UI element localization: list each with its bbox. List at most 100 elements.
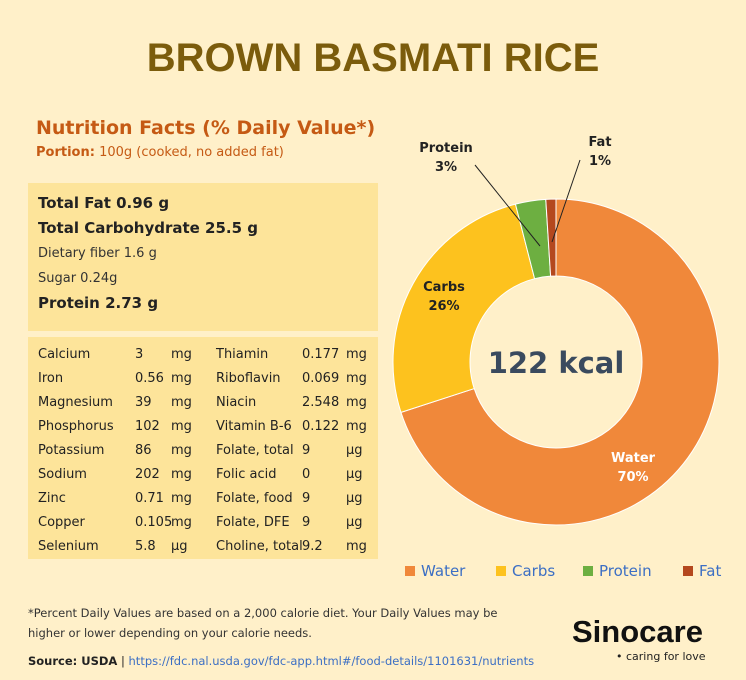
nutrient-name: Folic acid xyxy=(216,467,277,482)
nutrient-unit: mg xyxy=(346,347,367,362)
nutrient-name: Zinc xyxy=(38,491,66,506)
portion: Portion: 100g (cooked, no added fat) xyxy=(36,145,284,160)
macro-item: Protein 2.73 g xyxy=(38,294,159,312)
nutrient-unit: mg xyxy=(171,443,192,458)
macro-item: Dietary fiber 1.6 g xyxy=(38,246,157,261)
nutrient-value: 202 xyxy=(135,467,160,482)
nutrient-name: Folate, food xyxy=(216,491,293,506)
nutrition-facts-heading: Nutrition Facts (% Daily Value*) xyxy=(36,117,376,139)
nutrient-value: 86 xyxy=(135,443,152,458)
legend-swatch xyxy=(683,566,693,576)
table-row: Zinc 0.71 mg Folate, food 9 µg xyxy=(38,487,368,511)
table-row: Potassium 86 mg Folate, total 9 µg xyxy=(38,439,368,463)
nutrient-unit: µg xyxy=(346,467,363,482)
nutrient-unit: mg xyxy=(171,395,192,410)
nutrient-name: Riboflavin xyxy=(216,371,281,386)
source-label: Source: USDA xyxy=(28,654,118,668)
table-row: Iron 0.56 mg Riboflavin 0.069 mg xyxy=(38,367,368,391)
table-row: Sodium 202 mg Folic acid 0 µg xyxy=(38,463,368,487)
nutrient-unit: mg xyxy=(346,371,367,386)
nutrient-value: 9 xyxy=(302,515,311,530)
legend-label: Fat xyxy=(699,562,722,580)
macro-item: Total Fat 0.96 g xyxy=(38,194,170,212)
nutrient-name: Folate, DFE xyxy=(216,515,290,530)
slice-water xyxy=(400,198,720,526)
nutrient-unit: mg xyxy=(346,419,367,434)
nutrient-name: Iron xyxy=(38,371,64,386)
page-title: BROWN BASMATI RICE xyxy=(146,36,600,80)
slice-fat xyxy=(545,198,557,277)
nutrient-value: 0.56 xyxy=(135,371,164,386)
nutrient-name: Copper xyxy=(38,515,85,530)
macro-item: Total Carbohydrate 25.5 g xyxy=(38,219,259,237)
nutrient-value: 9 xyxy=(302,491,311,506)
nutrient-unit: mg xyxy=(346,539,367,554)
nutrient-value: 5.8 xyxy=(135,539,156,554)
legend-item-water: Water xyxy=(405,562,465,580)
nutrient-name: Vitamin B-6 xyxy=(216,419,292,434)
nutrient-unit: mg xyxy=(171,347,192,362)
legend-label: Water xyxy=(421,562,466,580)
fat-leader-line xyxy=(551,159,581,243)
data-label-category: Water xyxy=(611,451,656,466)
nutrient-value: 39 xyxy=(135,395,152,410)
nutrient-value: 0.177 xyxy=(302,347,340,362)
nutrient-value: 2.548 xyxy=(302,395,340,410)
data-label-category: Carbs xyxy=(423,280,465,295)
data-label-percent: 3% xyxy=(435,160,457,175)
nutrient-value: 0.105 xyxy=(135,515,173,530)
macro-item: Sugar 0.24g xyxy=(38,271,118,286)
nutrient-name: Calcium xyxy=(38,347,91,362)
table-row: Selenium 5.8 µg Choline, total 9.2 mg xyxy=(38,535,368,559)
nutrient-value: 102 xyxy=(135,419,160,434)
nutrient-name: Folate, total xyxy=(216,443,294,458)
center-kcal: 122 kcal xyxy=(488,346,625,380)
sinocare-logo: Sinocare xyxy=(572,614,703,649)
table-row: Calcium 3 mg Thiamin 0.177 mg xyxy=(38,343,368,367)
nutrient-name: Selenium xyxy=(38,539,99,554)
table-row: Magnesium 39 mg Niacin 2.548 mg xyxy=(38,391,368,415)
data-label-percent: 70% xyxy=(617,470,648,485)
nutrient-unit: mg xyxy=(171,491,192,506)
nutrient-value: 0.71 xyxy=(135,491,164,506)
protein-leader-line xyxy=(474,164,541,247)
nutrient-value: 0.122 xyxy=(302,419,340,434)
nutrient-unit: mg xyxy=(171,515,192,530)
portion-label: Portion: xyxy=(36,145,95,160)
legend-swatch xyxy=(583,566,593,576)
nutrient-unit: µg xyxy=(346,515,363,530)
nutrient-unit: mg xyxy=(171,419,192,434)
nutrient-name: Potassium xyxy=(38,443,105,458)
nutrient-unit: µg xyxy=(346,491,363,506)
data-label-category: Protein xyxy=(419,141,473,156)
legend-item-protein: Protein xyxy=(583,562,652,580)
separator: | xyxy=(117,654,129,668)
legend-label: Carbs xyxy=(512,562,556,580)
nutrient-value: 0 xyxy=(302,467,311,482)
nutrient-unit: mg xyxy=(171,467,192,482)
nutrient-unit: mg xyxy=(346,395,367,410)
legend-swatch xyxy=(496,566,506,576)
legend-label: Protein xyxy=(599,562,652,580)
nutrient-unit: µg xyxy=(171,539,188,554)
source-link[interactable]: https://fdc.nal.usda.gov/fdc-app.html#/f… xyxy=(128,654,535,668)
legend-item-carbs: Carbs xyxy=(496,562,555,580)
nutrient-name: Sodium xyxy=(38,467,87,482)
table-row: Phosphorus 102 mg Vitamin B-6 0.122 mg xyxy=(38,415,368,439)
slice-carbs xyxy=(392,203,536,414)
nutrient-name: Niacin xyxy=(216,395,257,410)
macro-box: Total Fat 0.96 g Total Carbohydrate 25.5 … xyxy=(28,183,378,331)
table-row: Copper 0.105 mg Folate, DFE 9 µg xyxy=(38,511,368,535)
data-label-percent: 1% xyxy=(589,154,611,169)
nutrient-value: 0.069 xyxy=(302,371,340,386)
nutrient-value: 3 xyxy=(135,347,144,362)
donut-chart: Water 70% Carbs 26% Protein 3% Fat 1% 122 kcal xyxy=(392,135,720,526)
micronutrient-table: Calcium 3 mg Thiamin 0.177 mg Iron 0.56 mg Ribofl… xyxy=(28,337,378,559)
footnote: *Percent Daily Values are based on a 2,0… xyxy=(28,606,498,640)
tagline: • caring for love xyxy=(616,650,706,663)
legend-swatch xyxy=(405,566,415,576)
nutrient-name: Choline, total xyxy=(216,539,303,554)
nutrient-name: Magnesium xyxy=(38,395,113,410)
nutrient-name: Phosphorus xyxy=(38,419,114,434)
legend-item-fat: Fat xyxy=(683,562,721,580)
